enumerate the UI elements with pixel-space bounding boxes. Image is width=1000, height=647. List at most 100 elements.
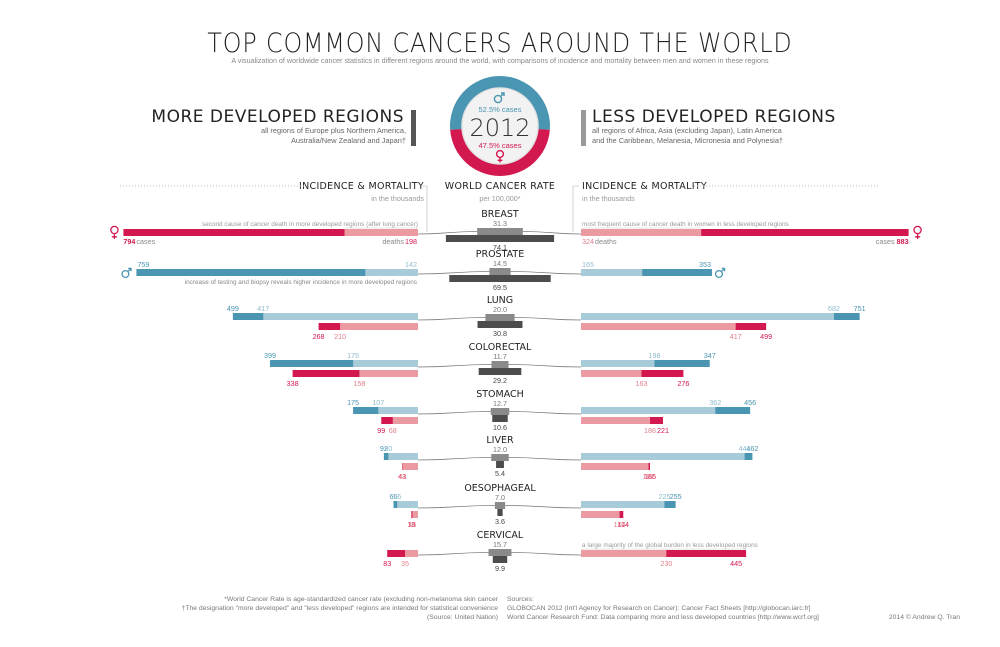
world-incidence-value-oesophageal: 7.0 xyxy=(495,493,505,502)
right-female-mortality-label-colorectal: 163 xyxy=(635,379,647,388)
left-female-incidence-label-colorectal: 338 xyxy=(287,379,299,388)
connector-left-stomach xyxy=(417,411,491,415)
less-developed-marker xyxy=(581,110,586,146)
world-mortality-bar-colorectal xyxy=(478,368,522,375)
left-female-incidence-bar-colorectal xyxy=(292,370,418,377)
female-symbol-icon xyxy=(495,149,505,163)
note-right-cervical: a large majority of the global burden in… xyxy=(582,542,758,549)
world-incidence-bar-stomach xyxy=(490,408,510,415)
male-share-arc xyxy=(450,75,550,130)
world-mortality-value-liver: 5.4 xyxy=(495,469,505,478)
right-male-mortality-bar-lung xyxy=(581,313,835,320)
world-incidence-bar-prostate xyxy=(489,268,511,275)
right-male-incidence-label-liver: 462 xyxy=(746,444,758,453)
right-female-mortality-label-liver: 182 xyxy=(643,472,655,481)
world-incidence-value-liver: 12.0 xyxy=(493,445,507,454)
connector-left-colorectal xyxy=(417,364,492,368)
footnotes: *World Cancer Rate is age-standardized c… xyxy=(182,595,498,622)
world-incidence-bar-liver xyxy=(491,454,509,461)
note-left-breast: second cause of cancer death in more dev… xyxy=(202,221,418,228)
cancer-name-oesophageal: OESOPHAGEAL xyxy=(464,483,536,494)
left-male-incidence-label-colorectal: 399 xyxy=(264,351,276,360)
right-male-incidence-label-colorectal: 347 xyxy=(704,351,716,360)
left-male-incidence-bar-colorectal xyxy=(269,360,418,367)
right-section-title: INCIDENCE & MORTALITY xyxy=(582,181,707,192)
female-icon-right-breast-cross xyxy=(914,233,921,239)
left-male-mortality-label-lung: 417 xyxy=(257,304,269,313)
right-male-incidence-label-oesophageal: 255 xyxy=(670,492,682,501)
right-mortality-bar-prostate xyxy=(581,269,643,276)
cancer-name-colorectal: COLORECTAL xyxy=(469,342,532,353)
left-deaths-word-breast: deaths xyxy=(382,237,404,246)
more-developed-desc-line-1: all regions of Europe plus Northern Amer… xyxy=(260,126,406,135)
left-male-mortality-label-oesophageal: 56 xyxy=(393,492,401,501)
cancer-name-breast: BREAST xyxy=(481,209,519,220)
connector-right-cervical xyxy=(511,552,582,556)
left-female-mortality-label-stomach: 68 xyxy=(389,426,397,435)
right-cases-word-breast: cases xyxy=(876,237,895,246)
left-male-mortality-label-liver: 80 xyxy=(384,444,392,453)
world-mortality-value-breast: 74.1 xyxy=(493,243,507,252)
male-icon-left-prostate xyxy=(121,269,130,279)
world-mortality-bar-cervical xyxy=(492,556,508,563)
world-incidence-bar-colorectal xyxy=(491,361,509,368)
world-mortality-bar-lung xyxy=(477,321,523,328)
year-badge: 52.5% cases 2012 47.5% cases xyxy=(450,75,550,176)
left-female-incidence-label-lung: 268 xyxy=(313,332,325,341)
left-male-mortality-bar-oesophageal xyxy=(397,501,418,508)
left-incidence-bar-prostate xyxy=(136,269,418,276)
right-male-mortality-label-stomach: 362 xyxy=(709,398,721,407)
sources-label: Sources: xyxy=(507,596,534,603)
left-mortality-label-breast: 198 xyxy=(405,237,417,246)
less-developed-title: LESS DEVELOPED REGIONS xyxy=(592,107,836,127)
left-male-mortality-bar-liver xyxy=(388,453,418,460)
right-male-mortality-bar-oesophageal xyxy=(581,501,665,508)
less-developed-description: all regions of Africa, Asia (excluding J… xyxy=(592,126,783,146)
left-female-incidence-label-liver: 43 xyxy=(398,472,406,481)
source-2: World Cancer Research Fund: Data compari… xyxy=(507,614,819,621)
left-female-mortality-label-oesophageal: 15 xyxy=(408,520,416,529)
right-female-mortality-label-lung: 417 xyxy=(730,332,742,341)
left-mortality-bar-cervical xyxy=(405,550,418,557)
right-male-mortality-label-colorectal: 198 xyxy=(648,351,660,360)
right-female-incidence-label-liver: 186 xyxy=(644,472,656,481)
world-incidence-bar-lung xyxy=(485,314,515,321)
left-incidence-label-breast: 794 xyxy=(123,237,135,246)
right-female-incidence-label-lung: 499 xyxy=(760,332,772,341)
world-mortality-value-oesophageal: 3.6 xyxy=(495,517,505,526)
male-symbol-icon xyxy=(493,92,505,104)
right-incidence-label-prostate: 353 xyxy=(699,260,711,269)
right-female-mortality-bar-stomach xyxy=(581,417,651,424)
source-1: GLOBOCAN 2012 (Int'l Agency for Research… xyxy=(507,605,811,612)
left-female-mortality-bar-oesophageal xyxy=(412,511,418,518)
world-incidence-value-cervical: 15.7 xyxy=(493,540,507,549)
center-section-title: WORLD CANCER RATE xyxy=(444,181,556,192)
left-incidence-label-prostate: 759 xyxy=(137,260,149,269)
connector-right-oesophageal xyxy=(505,505,582,509)
right-deaths-word-breast: deaths xyxy=(595,237,617,246)
right-mortality-bar-breast xyxy=(581,229,702,236)
left-male-incidence-label-liver: 92 xyxy=(380,444,388,453)
left-incidence-bar-cervical xyxy=(387,550,418,557)
world-mortality-bar-stomach xyxy=(492,415,508,422)
note-left-prostate: increase of testing and biopsy reveals h… xyxy=(185,279,417,286)
connector-right-colorectal xyxy=(508,364,582,368)
left-male-incidence-label-lung: 499 xyxy=(227,304,239,313)
less-developed-desc-line-2: and the Caribbean, Melanesia, Micronesia… xyxy=(592,136,784,145)
credit: 2014 © Andrew Q. Tran xyxy=(888,614,960,621)
year-label: 2012 xyxy=(469,114,530,142)
right-male-mortality-label-liver: 441 xyxy=(739,444,751,453)
world-mortality-bar-oesophageal xyxy=(497,509,503,516)
world-incidence-bar-breast xyxy=(477,228,523,235)
footnote-1: *World Cancer Rate is age-standardized c… xyxy=(224,596,498,603)
connector-left-lung xyxy=(417,317,486,321)
page-title: TOP COMMON CANCERS AROUND THE WORLD xyxy=(207,28,793,59)
badge-inner-disc xyxy=(462,88,538,164)
right-male-mortality-label-lung: 682 xyxy=(828,304,840,313)
left-male-mortality-bar-lung xyxy=(263,313,418,320)
left-mortality-label-prostate: 142 xyxy=(405,260,417,269)
right-mortality-label-breast: 324 xyxy=(582,237,594,246)
note-right-breast: most frequent cause of cancer death in w… xyxy=(582,221,789,228)
right-female-incidence-label-stomach: 221 xyxy=(657,426,669,435)
connector-right-prostate xyxy=(510,271,582,275)
